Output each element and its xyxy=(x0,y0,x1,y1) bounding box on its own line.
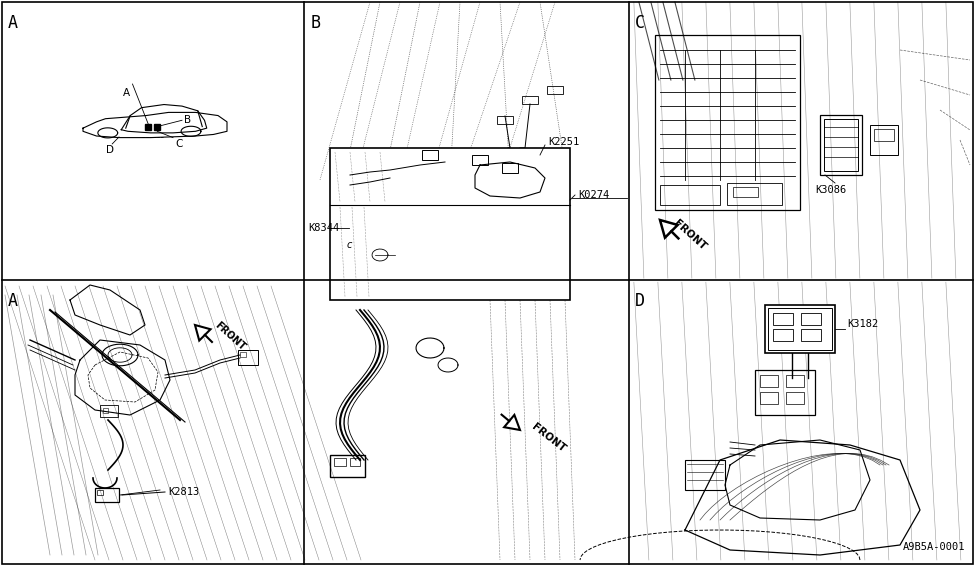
Bar xyxy=(733,187,758,197)
Bar xyxy=(773,313,793,325)
Bar xyxy=(422,150,438,160)
Bar xyxy=(100,405,118,417)
Text: K2251: K2251 xyxy=(548,137,579,147)
Polygon shape xyxy=(504,415,520,430)
Text: FRONT: FRONT xyxy=(530,422,567,454)
Text: B: B xyxy=(184,115,191,125)
Bar xyxy=(801,313,821,325)
Bar xyxy=(95,488,119,502)
Text: FRONT: FRONT xyxy=(213,320,248,352)
Text: A9B5A-0001: A9B5A-0001 xyxy=(903,542,965,552)
Bar xyxy=(103,408,108,413)
Bar xyxy=(768,308,832,350)
Bar xyxy=(786,375,804,387)
Text: D: D xyxy=(635,292,644,310)
Polygon shape xyxy=(195,325,211,341)
Bar xyxy=(240,352,246,357)
Bar xyxy=(786,392,804,404)
Bar xyxy=(765,305,835,353)
Text: C: C xyxy=(635,14,644,32)
Text: C: C xyxy=(176,139,182,149)
Bar xyxy=(330,455,365,477)
Bar xyxy=(330,148,570,300)
Bar xyxy=(472,155,488,165)
Text: K3086: K3086 xyxy=(815,185,846,195)
Text: FRONT: FRONT xyxy=(672,218,708,252)
Polygon shape xyxy=(660,220,678,238)
Bar xyxy=(755,370,815,415)
Bar xyxy=(497,116,513,124)
Bar xyxy=(801,329,821,341)
Bar xyxy=(760,392,778,404)
Text: B: B xyxy=(310,14,320,32)
Bar xyxy=(350,458,360,466)
Text: K2813: K2813 xyxy=(168,487,199,497)
Bar xyxy=(685,460,725,490)
Bar xyxy=(238,350,258,365)
Text: K8344: K8344 xyxy=(308,223,339,233)
Text: K3182: K3182 xyxy=(847,319,878,329)
Bar xyxy=(870,125,898,155)
Bar xyxy=(727,183,782,205)
Text: K0274: K0274 xyxy=(578,190,609,200)
Bar xyxy=(502,163,518,173)
Text: D: D xyxy=(106,145,114,156)
Bar xyxy=(773,329,793,341)
Text: A: A xyxy=(8,14,18,32)
Bar xyxy=(660,185,720,205)
Bar xyxy=(334,458,346,466)
Bar xyxy=(97,490,103,495)
Text: c: c xyxy=(347,240,352,250)
Bar xyxy=(655,35,800,210)
Bar xyxy=(547,86,563,94)
Bar xyxy=(824,119,858,171)
Bar xyxy=(522,96,538,104)
Text: A: A xyxy=(124,88,131,98)
Bar xyxy=(874,129,894,141)
Bar xyxy=(820,115,862,175)
Bar xyxy=(760,375,778,387)
Text: A: A xyxy=(8,292,18,310)
